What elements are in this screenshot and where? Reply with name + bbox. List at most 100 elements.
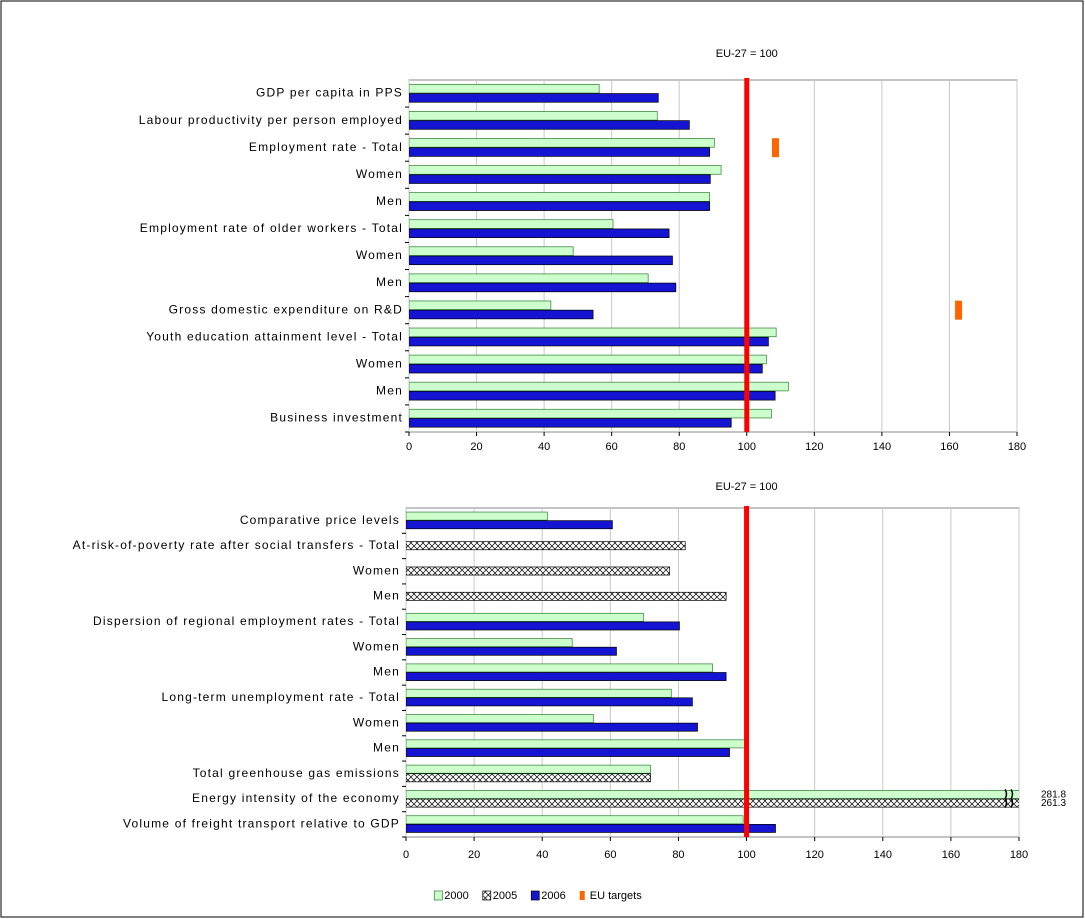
bar xyxy=(406,638,573,648)
y-tick-label: Youth education attainment level - Total xyxy=(146,329,403,343)
bar xyxy=(409,391,776,401)
bar xyxy=(406,621,680,631)
y-tick-label: Business investment xyxy=(270,411,403,425)
bar xyxy=(406,566,670,576)
target-marker xyxy=(771,138,779,158)
bar xyxy=(406,714,594,723)
bar xyxy=(406,798,1019,808)
bar xyxy=(409,219,614,229)
y-tick-label: Energy intensity of the economy xyxy=(192,791,400,805)
bar xyxy=(406,748,730,757)
target-marker xyxy=(955,300,963,320)
bar xyxy=(409,327,777,338)
bar xyxy=(409,83,600,94)
bar xyxy=(406,672,727,681)
y-tick-label: Men xyxy=(373,589,400,603)
bar xyxy=(409,147,710,157)
bar xyxy=(406,764,651,774)
y-tick-label: GDP per capita in PPS xyxy=(256,86,403,100)
subtitle: EU-27 = 100 xyxy=(716,48,778,60)
bar xyxy=(409,381,789,392)
bar xyxy=(406,815,744,825)
bar xyxy=(409,228,670,238)
x-tick-label: 40 xyxy=(536,849,548,861)
axis-break xyxy=(1004,797,1014,809)
value-label: 261.3 xyxy=(1041,798,1066,809)
x-tick-label: 60 xyxy=(604,849,616,861)
y-tick-label: Women xyxy=(353,563,400,577)
bar xyxy=(406,541,686,551)
legend-label: 2000 xyxy=(444,890,468,902)
bar xyxy=(406,790,1019,799)
legend-swatch xyxy=(579,891,585,900)
x-tick-label: 160 xyxy=(940,441,958,453)
y-tick-label: Women xyxy=(353,715,400,729)
y-tick-label: Total greenhouse gas emissions xyxy=(193,766,400,780)
x-tick-label: 140 xyxy=(874,849,892,861)
x-tick-label: 20 xyxy=(470,441,482,453)
y-tick-label: Women xyxy=(356,248,403,262)
bar xyxy=(406,722,698,732)
y-tick-label: Women xyxy=(356,167,403,181)
y-tick-label: At-risk-of-poverty rate after social tra… xyxy=(73,538,400,552)
y-tick-label: Volume of freight transport relative to … xyxy=(123,817,400,831)
y-tick-label: Labour productivity per person employed xyxy=(139,113,403,127)
bar xyxy=(409,354,767,365)
x-tick-label: 20 xyxy=(468,849,480,861)
bar xyxy=(409,201,710,211)
bar xyxy=(406,591,727,601)
bar xyxy=(409,93,659,103)
bar xyxy=(409,309,594,320)
legend-label: 2005 xyxy=(493,890,517,902)
bar xyxy=(409,165,722,175)
x-tick-label: 0 xyxy=(403,849,409,861)
bar xyxy=(406,646,617,656)
bar xyxy=(406,520,613,530)
legend-swatch xyxy=(530,890,540,901)
y-tick-label: Dispersion of regional employment rates … xyxy=(93,614,400,628)
bar xyxy=(409,300,552,311)
subtitle: EU-27 = 100 xyxy=(716,481,778,493)
y-tick-label: Long-term unemployment rate - Total xyxy=(161,690,400,704)
legend-swatch xyxy=(482,890,492,901)
x-tick-label: 40 xyxy=(538,441,550,453)
value-label: 281.8 xyxy=(1041,789,1066,800)
y-tick-label: Employment rate - Total xyxy=(249,140,403,154)
y-tick-label: Comparative price levels xyxy=(240,513,400,527)
x-tick-label: 100 xyxy=(737,849,755,861)
bar xyxy=(406,612,644,622)
legend: 2000 2005 2006 EU targets xyxy=(433,890,642,902)
bar xyxy=(409,408,772,419)
y-tick-label: Men xyxy=(376,384,403,398)
y-tick-label: Men xyxy=(376,194,403,208)
y-tick-label: Employment rate of older workers - Total xyxy=(140,221,403,235)
x-tick-label: 80 xyxy=(673,441,685,453)
bar xyxy=(406,739,745,749)
bar xyxy=(409,255,673,266)
bar xyxy=(406,773,651,783)
x-tick-label: 120 xyxy=(805,849,823,861)
bar xyxy=(409,336,769,347)
y-tick-label: Men xyxy=(373,741,400,755)
bar xyxy=(406,823,776,833)
x-tick-label: 120 xyxy=(805,441,823,453)
legend-swatch xyxy=(433,890,443,901)
bar xyxy=(409,192,710,202)
x-tick-label: 100 xyxy=(738,441,756,453)
bar xyxy=(406,697,693,707)
y-tick-label: Gross domestic expenditure on R&D xyxy=(169,302,403,316)
y-tick-label: Women xyxy=(353,639,400,653)
y-tick-label: Women xyxy=(356,356,403,370)
bar xyxy=(409,363,763,374)
x-tick-label: 80 xyxy=(672,849,684,861)
legend-label: EU targets xyxy=(590,890,642,902)
x-tick-label: 140 xyxy=(873,441,891,453)
bar xyxy=(409,120,690,130)
bar xyxy=(409,273,649,283)
x-tick-label: 160 xyxy=(942,849,960,861)
bar xyxy=(406,663,713,673)
x-tick-label: 0 xyxy=(406,441,412,453)
legend-label: 2006 xyxy=(541,890,565,902)
x-tick-label: 180 xyxy=(1008,441,1026,453)
